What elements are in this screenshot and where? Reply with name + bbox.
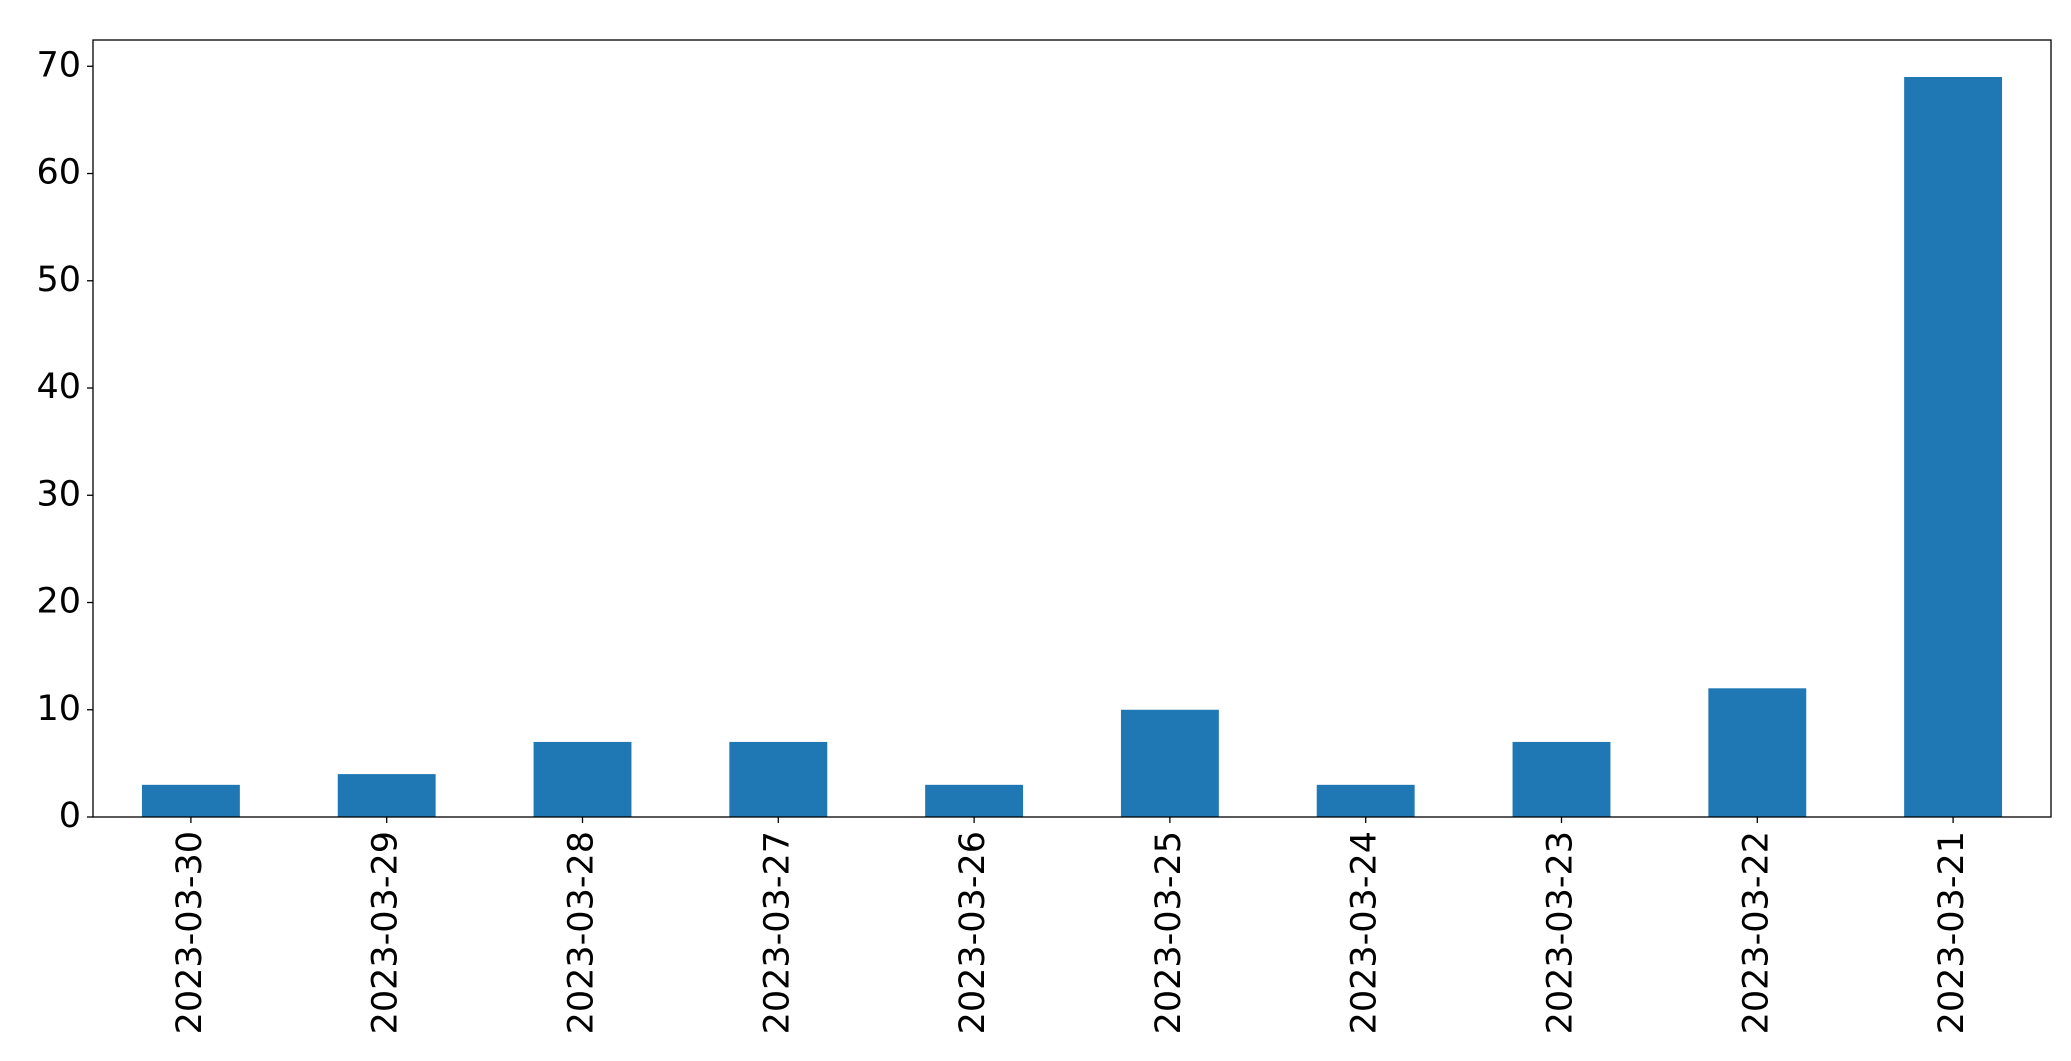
x-tick-label: 2023-03-24 [1345, 831, 1385, 1034]
y-tick-label: 20 [36, 582, 81, 622]
bar [1120, 709, 1219, 817]
x-tick-label: 2023-03-25 [1149, 831, 1189, 1034]
y-tick-label: 0 [59, 796, 81, 836]
bar [141, 784, 240, 817]
y-tick-label: 70 [36, 45, 81, 85]
y-tick-label: 60 [36, 153, 81, 193]
bar [1904, 77, 2003, 817]
x-tick-label: 2023-03-27 [757, 831, 797, 1034]
x-tick-label: 2023-03-30 [170, 831, 210, 1034]
x-tick-label: 2023-03-23 [1541, 831, 1581, 1034]
plot-frame [92, 39, 2052, 818]
bar [1316, 784, 1415, 817]
x-tick-label: 2023-03-21 [1932, 831, 1972, 1034]
bar [533, 741, 632, 817]
x-tick-label: 2023-03-22 [1736, 831, 1776, 1034]
bar [1708, 688, 1807, 817]
bar [337, 774, 436, 817]
bar [729, 741, 828, 817]
y-tick-label: 40 [36, 367, 81, 407]
y-tick-label: 10 [36, 689, 81, 729]
bar [1512, 741, 1611, 817]
y-tick-label: 30 [36, 474, 81, 514]
x-tick-label: 2023-03-26 [953, 831, 993, 1034]
x-tick-label: 2023-03-28 [562, 831, 602, 1034]
bar [925, 784, 1024, 817]
x-tick-label: 2023-03-29 [366, 831, 406, 1034]
y-tick-label: 50 [36, 260, 81, 300]
